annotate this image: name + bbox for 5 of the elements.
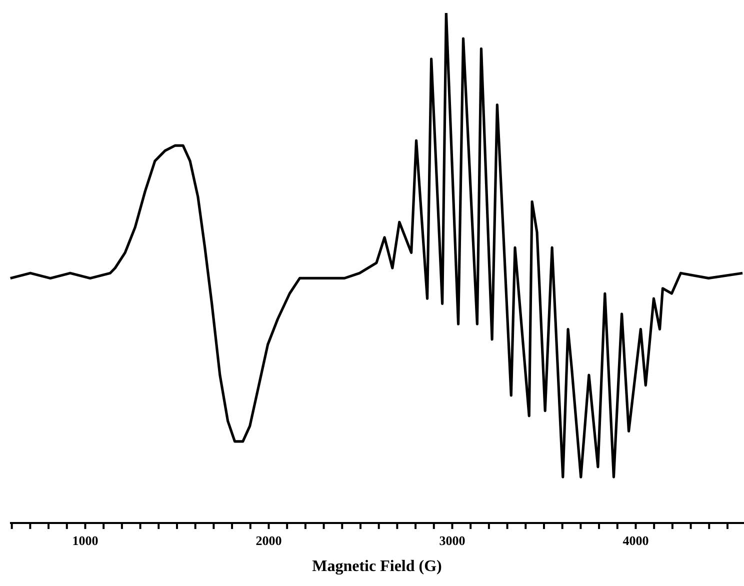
- x-tick-label: 1000: [72, 533, 98, 548]
- x-tick-label: 3000: [439, 533, 466, 548]
- x-tick-label: 4000: [622, 533, 649, 548]
- x-axis-title: Magnetic Field (G): [312, 558, 442, 575]
- x-tick-label: 2000: [256, 533, 282, 548]
